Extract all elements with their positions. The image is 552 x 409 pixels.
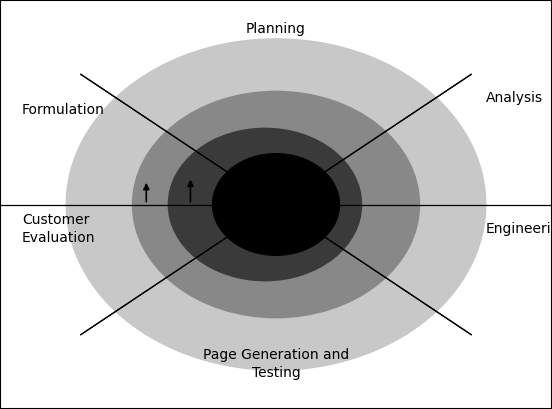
Ellipse shape <box>132 91 420 318</box>
Text: Formulation: Formulation <box>22 103 105 117</box>
Text: Customer
Evaluation: Customer Evaluation <box>22 213 95 245</box>
Ellipse shape <box>213 154 339 255</box>
Text: Engineering: Engineering <box>486 222 552 236</box>
Text: Planning: Planning <box>246 22 306 36</box>
Text: Analysis: Analysis <box>486 91 543 105</box>
Ellipse shape <box>66 39 486 370</box>
Ellipse shape <box>168 128 362 281</box>
Text: Page Generation and
Testing: Page Generation and Testing <box>203 348 349 380</box>
